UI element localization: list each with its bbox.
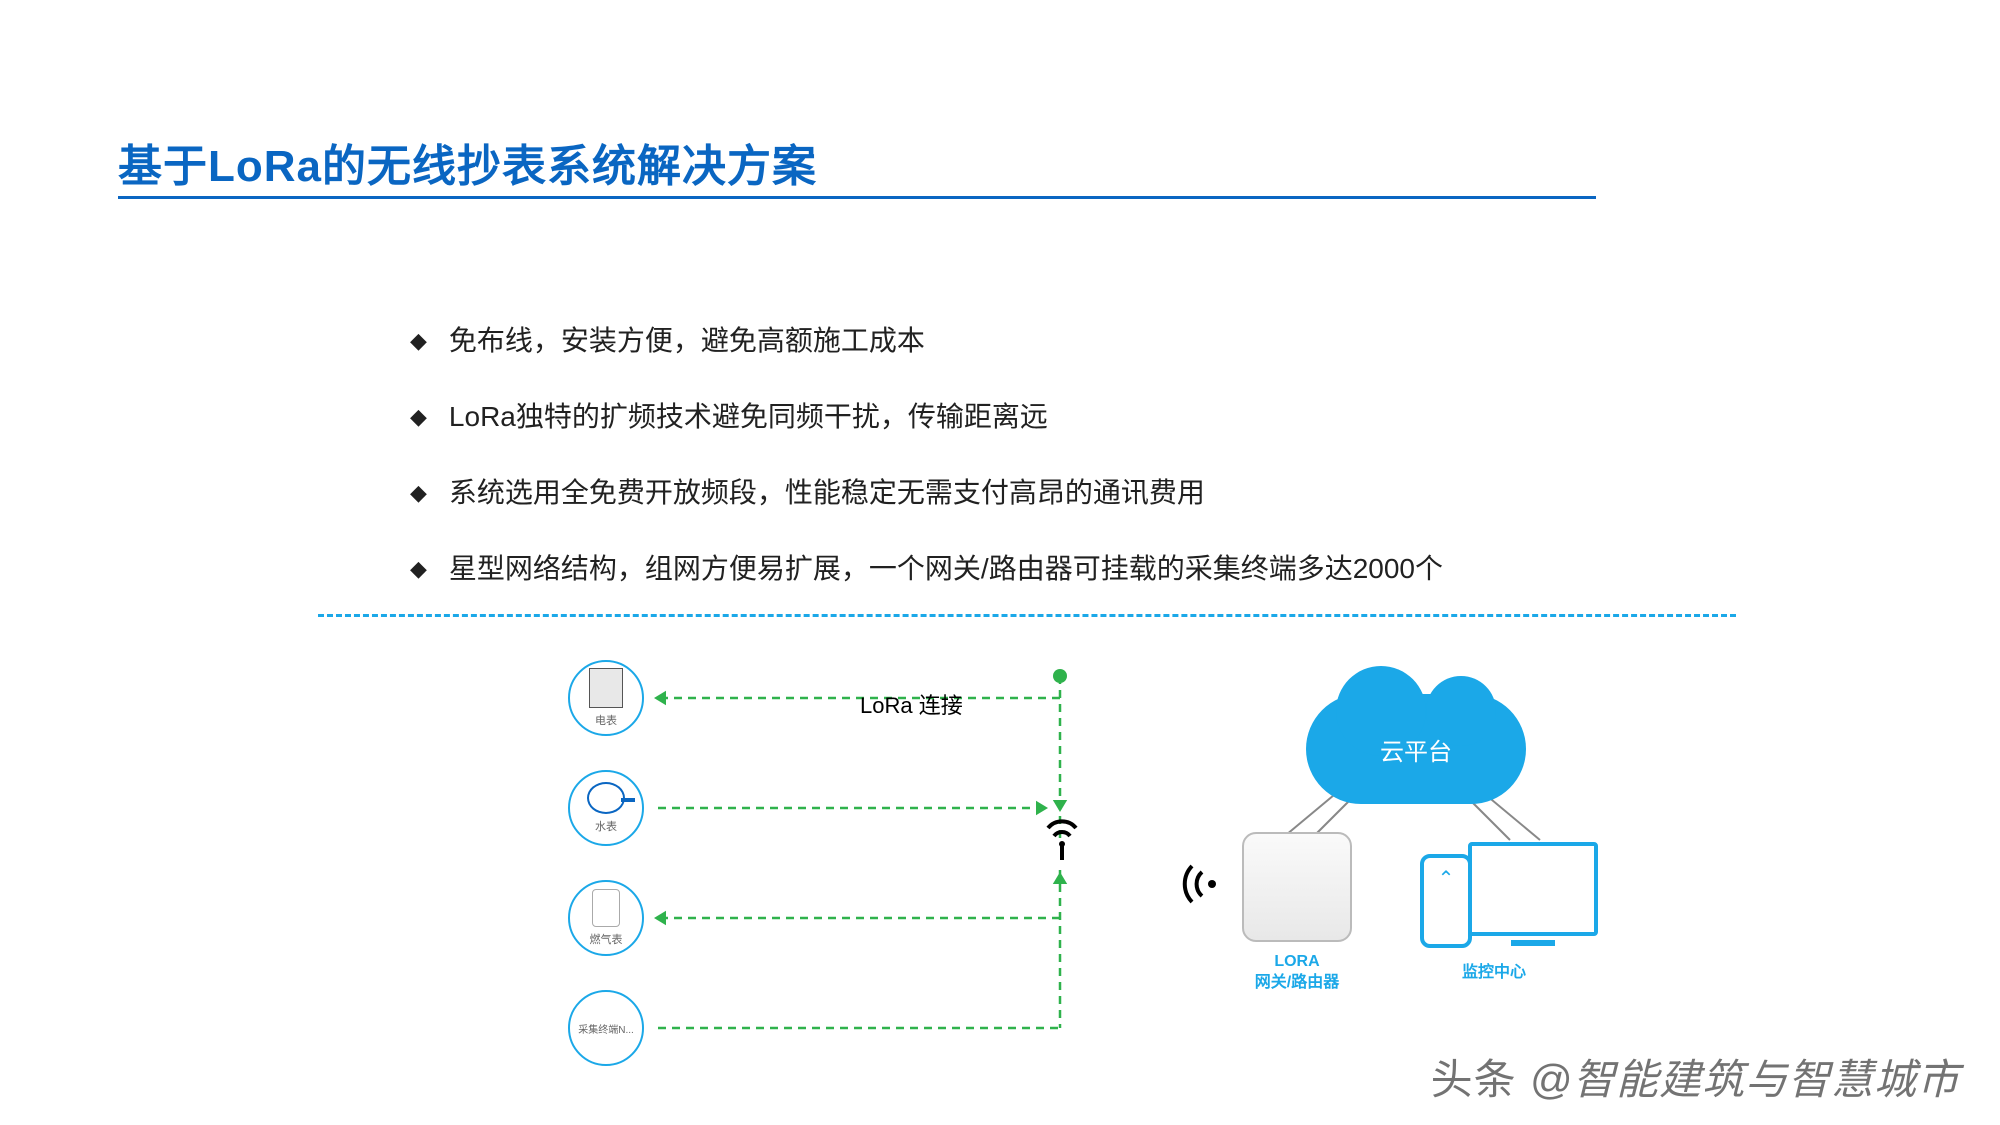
bullet-list: 免布线，安装方便，避免高额施工成本 LoRa独特的扩频技术避免同频干扰，传输距离… xyxy=(410,320,1610,624)
meter-label: 水表 xyxy=(595,818,617,834)
meter-label: 燃气表 xyxy=(590,931,623,947)
water-meter-icon xyxy=(587,782,625,814)
lora-gateway-label: LORA 网关/路由器 xyxy=(1232,952,1362,994)
gateway-label-line2: 网关/路由器 xyxy=(1255,974,1339,991)
phone-icon: ⌃ xyxy=(1420,854,1472,948)
meter-node-electric: 电表 xyxy=(568,660,644,736)
monitor-stand xyxy=(1511,940,1555,946)
gas-meter-icon xyxy=(592,889,620,927)
monitor-center-label: 监控中心 xyxy=(1462,958,1526,982)
lora-gateway-icon xyxy=(1242,832,1352,942)
meter-node-terminal-n: 采集终端N... xyxy=(568,990,644,1066)
watermark-text: 头条 @智能建筑与智慧城市 xyxy=(1431,1046,1960,1107)
wireless-wave-icon xyxy=(1178,862,1222,915)
bullet-item: 星型网络结构，组网方便易扩展，一个网关/路由器可挂载的采集终端多达2000个 xyxy=(410,548,1610,590)
antenna-icon xyxy=(1042,818,1082,872)
lora-connect-label: LoRa 连接 xyxy=(860,688,963,720)
electric-meter-icon xyxy=(589,668,623,708)
cloud-label: 云平台 xyxy=(1380,732,1452,767)
watermark-prefix: 头条 xyxy=(1431,1056,1517,1103)
meter-node-gas: 燃气表 xyxy=(568,880,644,956)
monitor-screen-icon xyxy=(1468,842,1598,936)
meter-label: 采集终端N... xyxy=(578,1021,634,1036)
slide-root: 基于LoRa的无线抄表系统解决方案 免布线，安装方便，避免高额施工成本 LoRa… xyxy=(0,0,2000,1125)
wifi-icon: ⌃ xyxy=(1438,866,1455,891)
title-underline xyxy=(118,196,1596,199)
bullet-item: 免布线，安装方便，避免高额施工成本 xyxy=(410,320,1610,362)
dashed-divider xyxy=(318,614,1736,617)
monitor-center-icon: ⌃ xyxy=(1420,828,1600,958)
cloud-platform-icon: 云平台 xyxy=(1306,694,1526,804)
gateway-label-line1: LORA xyxy=(1274,953,1319,970)
meter-label: 电表 xyxy=(595,712,617,728)
slide-title: 基于LoRa的无线抄表系统解决方案 xyxy=(118,130,817,194)
bullet-item: LoRa独特的扩频技术避免同频干扰，传输距离远 xyxy=(410,396,1610,438)
bullet-item: 系统选用全免费开放频段，性能稳定无需支付高昂的通讯费用 xyxy=(410,472,1610,514)
meter-node-water: 水表 xyxy=(568,770,644,846)
watermark-at: @智能建筑与智慧城市 xyxy=(1529,1056,1960,1103)
